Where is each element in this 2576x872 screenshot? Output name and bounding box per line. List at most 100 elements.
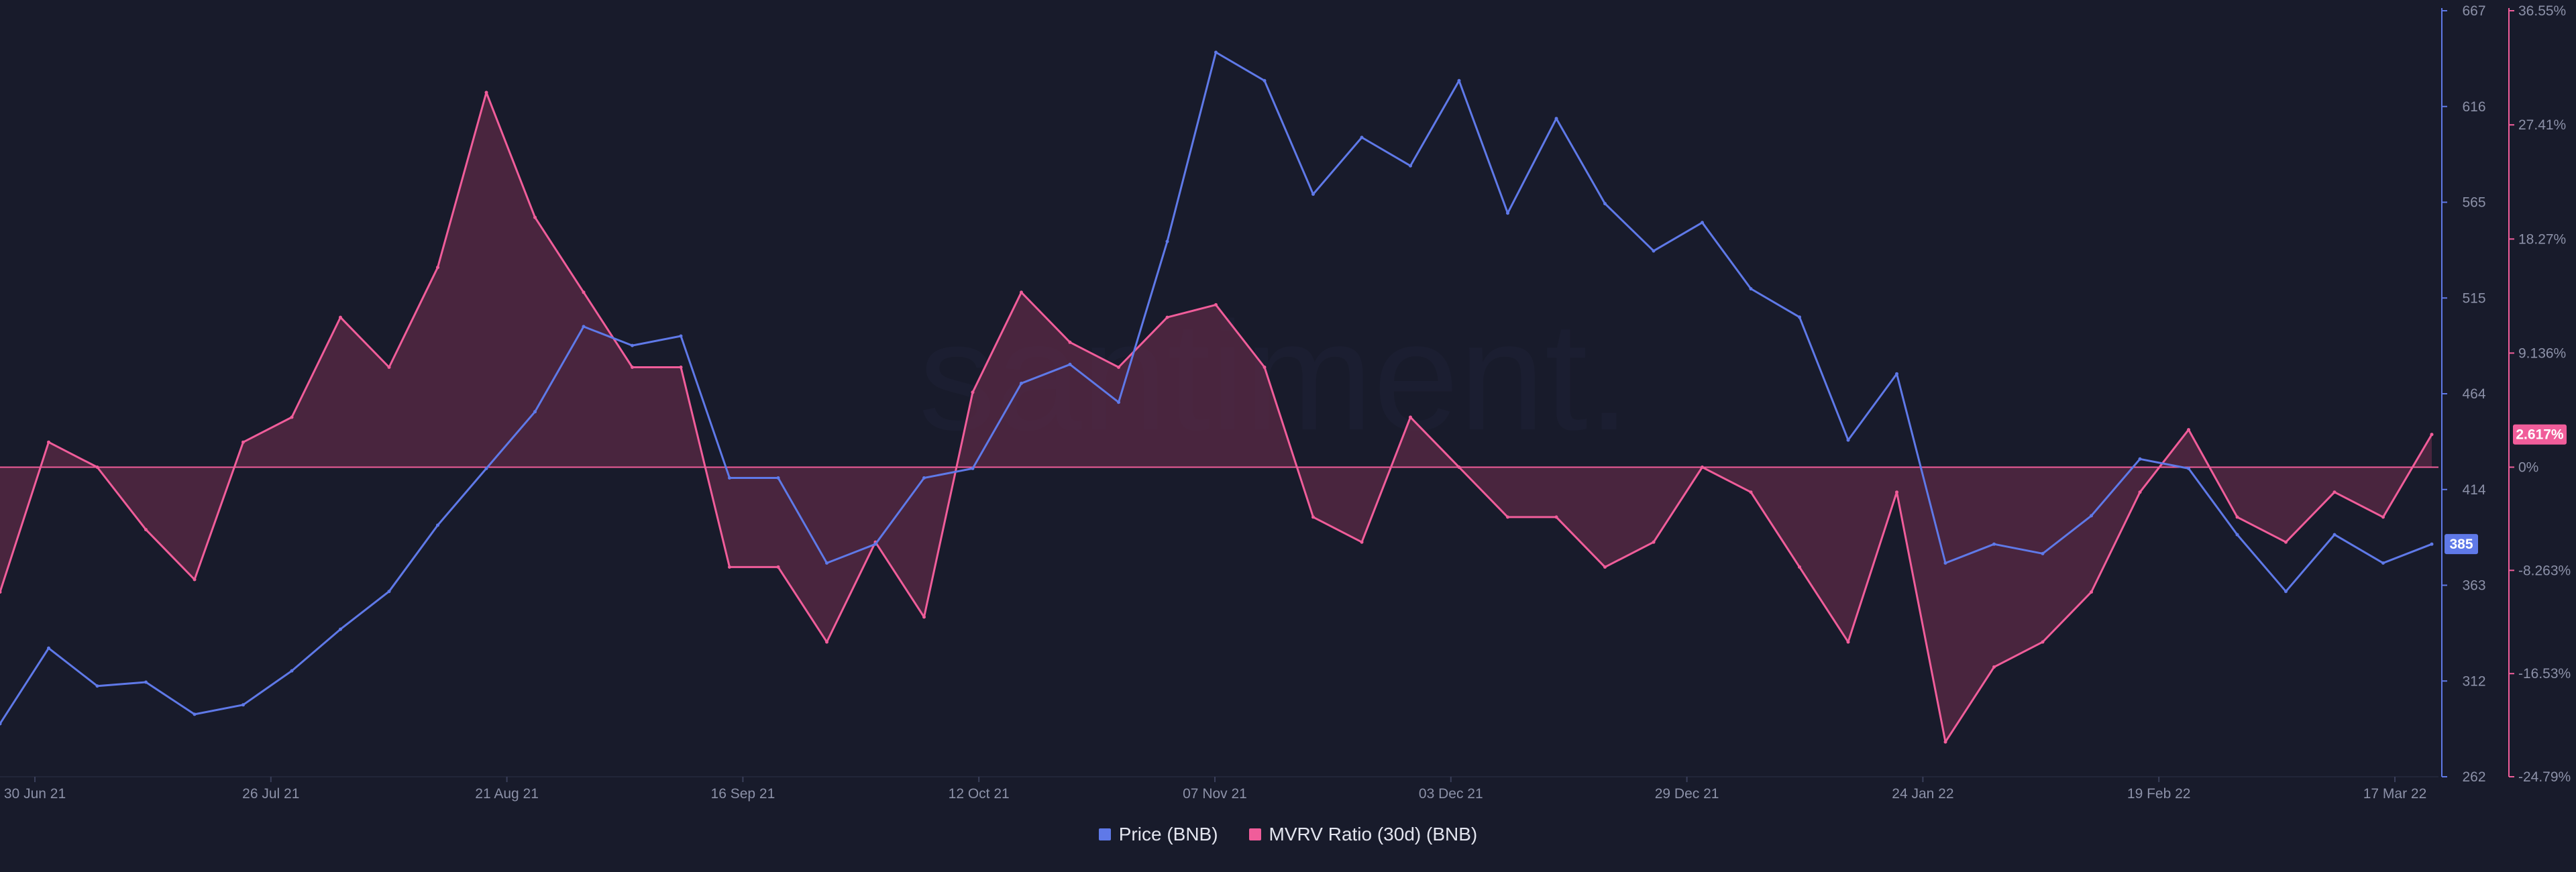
price-point-49 [2381,561,2385,565]
price-point-20 [971,466,975,470]
price-tick-label-4: 464 [2462,386,2485,402]
mvrv-point-1 [47,440,50,444]
mvrv-series-layer [0,91,2438,744]
mvrv-point-45 [2187,428,2190,432]
price-point-14 [679,334,683,338]
price-point-37 [1798,315,1801,319]
mvrv-point-5 [241,440,245,444]
price-point-0 [0,722,2,726]
mvrv-point-9 [436,266,439,270]
price-point-1 [47,646,50,650]
legend-swatch-mvrv [1248,828,1261,840]
price-point-9 [436,523,439,527]
mvrv-point-36 [1749,490,1753,494]
mvrv-point-25 [1214,303,1218,307]
mvrv-point-23 [1117,366,1120,369]
x-tick-label-4: 12 Oct 21 [949,786,1010,802]
mvrv-point-20 [971,390,975,394]
mvrv-point-27 [1311,515,1315,519]
legend-item-mvrv[interactable]: MVRV Ratio (30d) (BNB) [1248,824,1477,845]
mvrv-point-50 [2430,433,2434,437]
price-point-40 [1943,561,1947,565]
price-point-5 [241,703,245,707]
price-current-label: 385 [2449,537,2473,552]
price-point-2 [95,684,99,688]
mvrv-tick-label-2: 18.27% [2518,231,2566,247]
price-point-11 [533,410,537,414]
mvrv-tick-label-0: 36.55% [2518,3,2566,19]
price-point-24 [1165,239,1169,243]
mvrv-point-0 [0,590,2,594]
price-point-3 [144,680,148,684]
mvrv-tick-label-6: -16.53% [2518,666,2571,682]
price-tick-label-5: 414 [2462,482,2485,498]
price-point-21 [1020,382,1023,385]
price-point-46 [2235,533,2239,537]
price-point-10 [484,466,488,470]
price-tick-label-6: 363 [2462,578,2485,594]
price-point-19 [922,476,926,480]
x-tick-label-8: 24 Jan 22 [1892,786,1953,802]
mvrv-point-47 [2284,540,2288,544]
price-point-41 [1992,542,1996,546]
price-point-27 [1311,193,1315,196]
mvrv-point-31 [1506,515,1509,519]
mvrv-current-badge [2513,424,2567,445]
price-tick-label-0: 667 [2462,3,2485,19]
mvrv-point-29 [1409,415,1412,419]
price-tick-label-2: 565 [2462,195,2485,211]
legend-item-price[interactable]: Price (BNB) [1098,824,1218,845]
mvrv-point-30 [1457,466,1461,469]
price-point-32 [1554,117,1558,121]
mvrv-point-33 [1603,565,1607,569]
mvrv-point-43 [2090,590,2093,594]
price-point-17 [825,561,828,565]
price-series-layer [0,50,2434,726]
mvrv-point-17 [825,640,828,644]
price-point-33 [1603,202,1607,206]
price-point-12 [582,325,586,329]
mvrv-point-11 [533,215,537,219]
mvrv-current-label: 2.617% [2516,427,2564,443]
legend: Price (BNB) MVRV Ratio (30d) (BNB) [0,824,2576,845]
badge-layer: 385 2.617% [2445,424,2567,555]
price-point-18 [873,542,877,546]
price-point-28 [1360,135,1364,140]
mvrv-point-13 [631,366,634,369]
chart: santiment. 66761656551546441436331226236… [0,3,2571,802]
price-point-13 [631,343,634,347]
mvrv-point-12 [582,290,586,294]
mvrv-point-21 [1020,290,1023,294]
price-point-23 [1117,400,1120,404]
price-point-29 [1409,164,1412,168]
mvrv-point-3 [144,528,148,532]
x-tick-label-9: 19 Feb 22 [2127,786,2191,802]
mvrv-tick-label-4: 0% [2518,459,2538,475]
mvrv-point-6 [290,415,294,419]
x-tick-label-1: 26 Jul 21 [242,786,299,802]
mvrv-point-39 [1895,490,1898,494]
x-tick-label-7: 29 Dec 21 [1655,786,1719,802]
price-point-45 [2187,466,2190,470]
mvrv-point-35 [1701,466,1704,469]
price-tick-label-8: 262 [2462,769,2485,785]
mvrv-point-4 [193,578,197,582]
mvrv-point-26 [1263,366,1267,369]
mvrv-point-40 [1943,740,1947,744]
price-point-42 [2041,551,2045,555]
mvrv-point-49 [2381,515,2385,519]
price-tick-label-3: 515 [2462,290,2485,306]
price-point-4 [193,712,197,716]
mvrv-point-10 [484,91,488,95]
x-tick-label-10: 17 Mar 22 [2363,786,2427,802]
mvrv-point-14 [679,366,683,369]
price-point-38 [1846,438,1850,442]
price-current-badge [2445,534,2478,555]
mvrv-tick-label-7: -24.79% [2518,769,2571,785]
x-tick-label-3: 16 Sep 21 [711,786,775,802]
mvrv-point-48 [2332,490,2337,494]
price-point-25 [1214,50,1218,54]
mvrv-point-2 [95,466,99,469]
mvrv-tick-label-3: 9.136% [2518,345,2566,361]
mvrv-tick-label-5: -8.263% [2518,563,2571,578]
